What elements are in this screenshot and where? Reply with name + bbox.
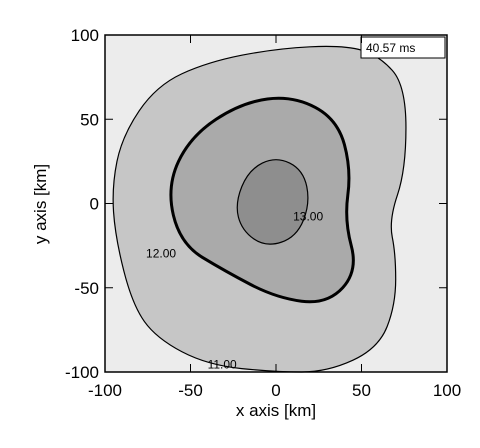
y-tick-label: -100 <box>65 363 99 382</box>
x-axis-title: x axis [km] <box>236 401 316 420</box>
y-tick-label: 0 <box>90 195 99 214</box>
x-tick-label: 100 <box>433 381 461 400</box>
y-tick-label: -50 <box>74 279 99 298</box>
contour-label: 12.00 <box>146 246 176 260</box>
x-tick-label: -50 <box>178 381 203 400</box>
x-tick-label: 0 <box>271 381 280 400</box>
contour-label: 11.00 <box>208 358 237 372</box>
y-tick-label: 50 <box>80 110 99 129</box>
annotation: 40.57 ms <box>366 41 415 55</box>
contour-label: 13.00 <box>293 209 323 223</box>
plot-area <box>105 35 447 373</box>
x-tick-label: 50 <box>352 381 371 400</box>
contour-region <box>236 159 309 245</box>
annotation-box <box>360 36 446 59</box>
y-tick-label: 100 <box>71 26 99 45</box>
x-tick-label: -100 <box>88 381 122 400</box>
y-axis-title: y axis [km] <box>31 164 50 244</box>
